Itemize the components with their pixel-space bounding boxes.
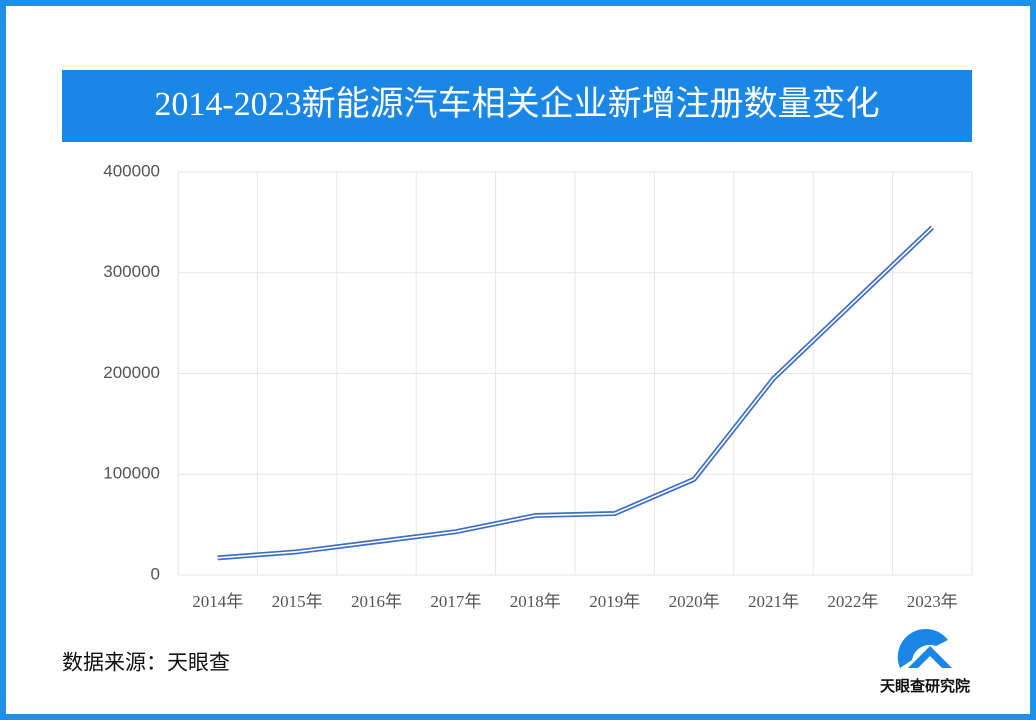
x-tick-label: 2015年 <box>272 592 323 611</box>
y-tick-label: 200000 <box>103 363 160 382</box>
line-inner <box>217 226 933 559</box>
x-tick-label: 2018年 <box>510 592 561 611</box>
title-bar <box>62 70 972 142</box>
chart-title: 2014-2023新能源汽车相关企业新增注册数量变化 <box>154 85 879 123</box>
y-tick-label: 300000 <box>103 262 160 281</box>
x-tick-label: 2020年 <box>669 592 720 611</box>
y-tick-label: 100000 <box>103 464 160 483</box>
x-tick-label: 2019年 <box>589 592 640 611</box>
source-note: 数据来源：天眼查 <box>62 652 230 675</box>
logo-text: 天眼查研究院 <box>880 677 970 695</box>
y-tick-label: 400000 <box>103 161 160 180</box>
x-tick-label: 2021年 <box>748 592 799 611</box>
y-tick-label: 0 <box>151 564 160 583</box>
x-tick-label: 2022年 <box>827 592 878 611</box>
logo-icon <box>897 628 952 668</box>
x-tick-label: 2017年 <box>430 592 481 611</box>
x-tick-label: 2016年 <box>351 592 402 611</box>
x-tick-label: 2014年 <box>192 592 243 611</box>
x-tick-label: 2023年 <box>907 592 958 611</box>
